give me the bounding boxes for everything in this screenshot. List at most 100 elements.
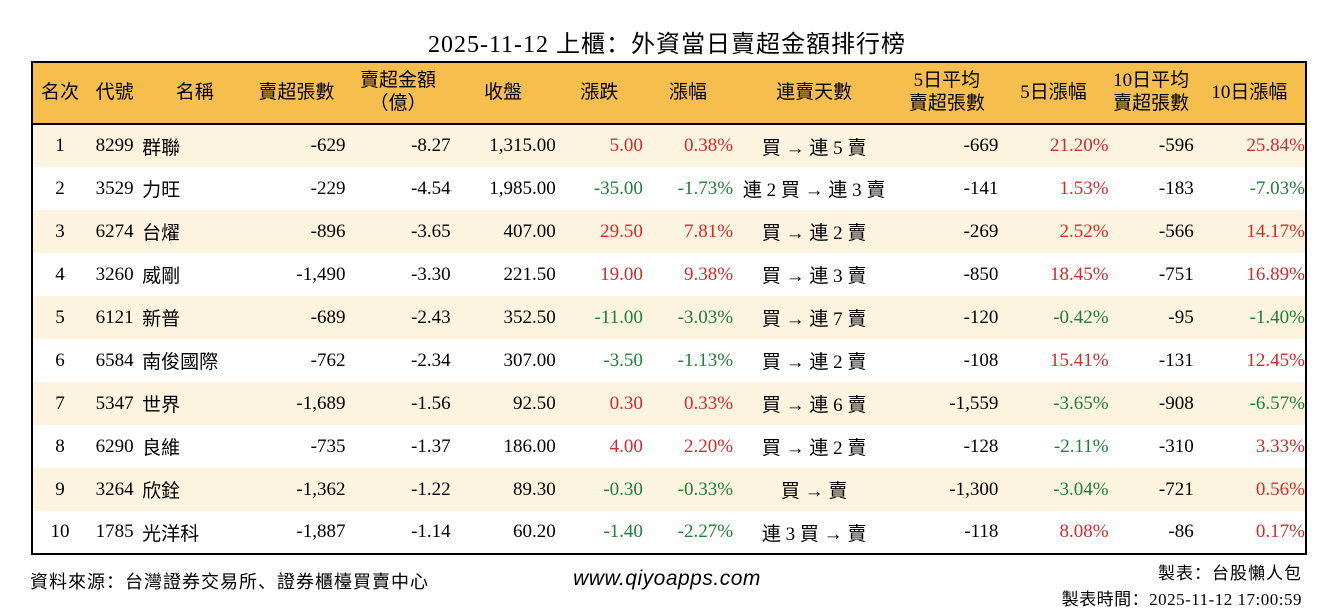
cell-change: -0.30 xyxy=(603,478,643,500)
column-header-sell_volume: 賣超張數 xyxy=(247,62,346,125)
cell-close: 60.20 xyxy=(513,521,556,542)
cell-avg10_volume: -908 xyxy=(1158,392,1194,414)
header-row: 名次 代號 名稱 賣超張數 賣超金額 （億） 收盤 漲跌 漲幅 連賣天數 5日平均 賣超張數 5日漲… xyxy=(32,62,1306,125)
cell-avg5_volume: -118 xyxy=(964,521,999,542)
cell-pct5: -3.04% xyxy=(1053,478,1109,500)
cell-streak: 連 3 買 → 賣 xyxy=(761,523,867,545)
table-row: 8 6290 良維 -735 -1.37 186.00 4.00 2.20% 買 → 連 2 賣… xyxy=(32,425,1306,468)
cell-code: 3264 xyxy=(95,478,134,500)
cell-avg10_volume: -566 xyxy=(1158,220,1194,242)
cell-change: 0.30 xyxy=(609,392,643,414)
ranking-table: 名次 代號 名稱 賣超張數 賣超金額 （億） 收盤 漲跌 漲幅 連賣天數 5日平均 賣超張數 5日漲… xyxy=(31,61,1307,555)
cell-avg10_volume: -183 xyxy=(1158,177,1194,199)
cell-sell_amount: -1.37 xyxy=(411,435,451,457)
cell-rank: 4 xyxy=(55,263,65,285)
cell-change: -11.00 xyxy=(594,306,643,328)
cell-pct5: -2.11% xyxy=(1053,435,1109,457)
cell-name: 台燿 xyxy=(142,223,181,244)
cell-avg5_volume: -128 xyxy=(963,435,999,457)
table-row: 5 6121 新普 -689 -2.43 352.50 -11.00 -3.03% 買 → 連 … xyxy=(32,296,1306,339)
cell-sell_amount: -3.30 xyxy=(411,263,451,285)
cell-sell_amount: -8.27 xyxy=(411,135,451,156)
cell-sell_volume: -1,362 xyxy=(296,478,346,500)
cell-pct5: 2.52% xyxy=(1059,220,1109,242)
table-row: 2 3529 力旺 -229 -4.54 1,985.00 -35.00 -1.73% 連 2 … xyxy=(32,167,1306,210)
cell-streak: 連 2 買 → 連 3 賣 xyxy=(742,180,886,201)
column-header-change: 漲跌 xyxy=(555,62,643,125)
cell-avg5_volume: -1,559 xyxy=(949,392,999,414)
table-row: 4 3260 威剛 -1,490 -3.30 221.50 19.00 9.38% 買 → 連 … xyxy=(32,253,1306,296)
cell-close: 1,315.00 xyxy=(489,135,556,156)
cell-change: 4.00 xyxy=(609,435,643,457)
cell-sell_volume: -896 xyxy=(310,220,346,242)
cell-code: 6274 xyxy=(95,220,134,242)
cell-pct5: 18.45% xyxy=(1050,263,1109,285)
cell-close: 352.50 xyxy=(503,306,556,328)
column-header-pct5: 5日漲幅 xyxy=(998,62,1109,125)
table-row: 10 1785 光洋科 -1,887 -1.14 60.20 -1.40 -2.27% 連 3 … xyxy=(32,511,1306,554)
cell-code: 1785 xyxy=(95,521,134,542)
cell-avg10_volume: -751 xyxy=(1158,263,1194,285)
cell-code: 3260 xyxy=(95,263,134,285)
cell-close: 89.30 xyxy=(513,478,556,500)
cell-avg5_volume: -850 xyxy=(963,263,999,285)
cell-streak: 買 → 連 5 賣 xyxy=(761,137,867,159)
cell-name: 威剛 xyxy=(142,266,181,287)
cell-change_pct: -1.73% xyxy=(677,177,734,199)
cell-code: 6584 xyxy=(95,349,134,371)
cell-streak: 買 → 連 6 賣 xyxy=(761,395,867,416)
cell-rank: 2 xyxy=(55,177,65,199)
cell-change_pct: 0.33% xyxy=(683,392,734,414)
cell-pct10: -7.03% xyxy=(1249,177,1305,199)
cell-close: 221.50 xyxy=(503,263,556,285)
cell-change_pct: 0.38% xyxy=(683,135,734,156)
column-header-streak: 連賣天數 xyxy=(733,62,896,125)
cell-code: 6290 xyxy=(95,435,134,457)
data-source-note: 資料來源：台灣證券交易所、證券櫃檯買賣中心 xyxy=(30,572,429,592)
cell-avg10_volume: -310 xyxy=(1158,435,1194,457)
cell-streak: 買 → 連 7 賣 xyxy=(761,309,867,330)
cell-pct10: 0.17% xyxy=(1255,521,1305,542)
cell-sell_volume: -1,490 xyxy=(296,263,346,285)
table-row: 3 6274 台燿 -896 -3.65 407.00 29.50 7.81% 買 → 連 2 … xyxy=(32,210,1306,253)
cell-sell_volume: -629 xyxy=(310,135,346,156)
cell-avg5_volume: -1,300 xyxy=(949,478,999,500)
cell-avg5_volume: -108 xyxy=(963,349,999,371)
cell-pct5: 21.20% xyxy=(1050,135,1109,156)
column-header-change_pct: 漲幅 xyxy=(642,62,734,125)
cell-pct10: 16.89% xyxy=(1246,263,1305,285)
cell-name: 群聯 xyxy=(142,137,181,159)
cell-pct10: 14.17% xyxy=(1246,220,1305,242)
website-url: www.qiyoapps.com xyxy=(573,567,761,590)
cell-pct10: -6.57% xyxy=(1249,392,1305,414)
cell-rank: 7 xyxy=(55,392,65,414)
cell-close: 92.50 xyxy=(513,392,556,414)
cell-sell_volume: -1,689 xyxy=(296,392,346,414)
cell-pct10: 12.45% xyxy=(1246,349,1305,371)
cell-avg10_volume: -596 xyxy=(1158,135,1194,156)
cell-rank: 8 xyxy=(55,435,65,457)
cell-streak: 買 → 賣 xyxy=(780,481,848,502)
cell-pct5: -0.42% xyxy=(1053,306,1109,328)
cell-name: 欣銓 xyxy=(142,481,181,502)
cell-rank: 5 xyxy=(55,306,65,328)
cell-change_pct: -0.33% xyxy=(677,478,734,500)
cell-avg10_volume: -95 xyxy=(1168,306,1194,328)
cell-sell_volume: -1,887 xyxy=(296,521,346,542)
cell-rank: 3 xyxy=(55,220,65,242)
cell-close: 186.00 xyxy=(503,435,556,457)
cell-rank: 1 xyxy=(55,135,65,156)
cell-streak: 買 → 連 3 賣 xyxy=(761,266,867,287)
cell-sell_volume: -229 xyxy=(310,177,346,199)
cell-name: 良維 xyxy=(142,438,181,459)
cell-streak: 買 → 連 2 賣 xyxy=(761,223,867,244)
cell-change: 29.50 xyxy=(600,220,643,242)
cell-change: -1.40 xyxy=(603,521,643,542)
report-author: 製表：台股懶人包 xyxy=(1158,564,1302,583)
cell-avg5_volume: -141 xyxy=(963,177,999,199)
cell-change: -3.50 xyxy=(603,349,643,371)
cell-pct5: 15.41% xyxy=(1050,349,1109,371)
page-title: 2025-11-12 上櫃：外資當日賣超金額排行榜 xyxy=(427,32,907,58)
cell-close: 1,985.00 xyxy=(489,177,556,199)
cell-change_pct: 2.20% xyxy=(683,435,734,457)
